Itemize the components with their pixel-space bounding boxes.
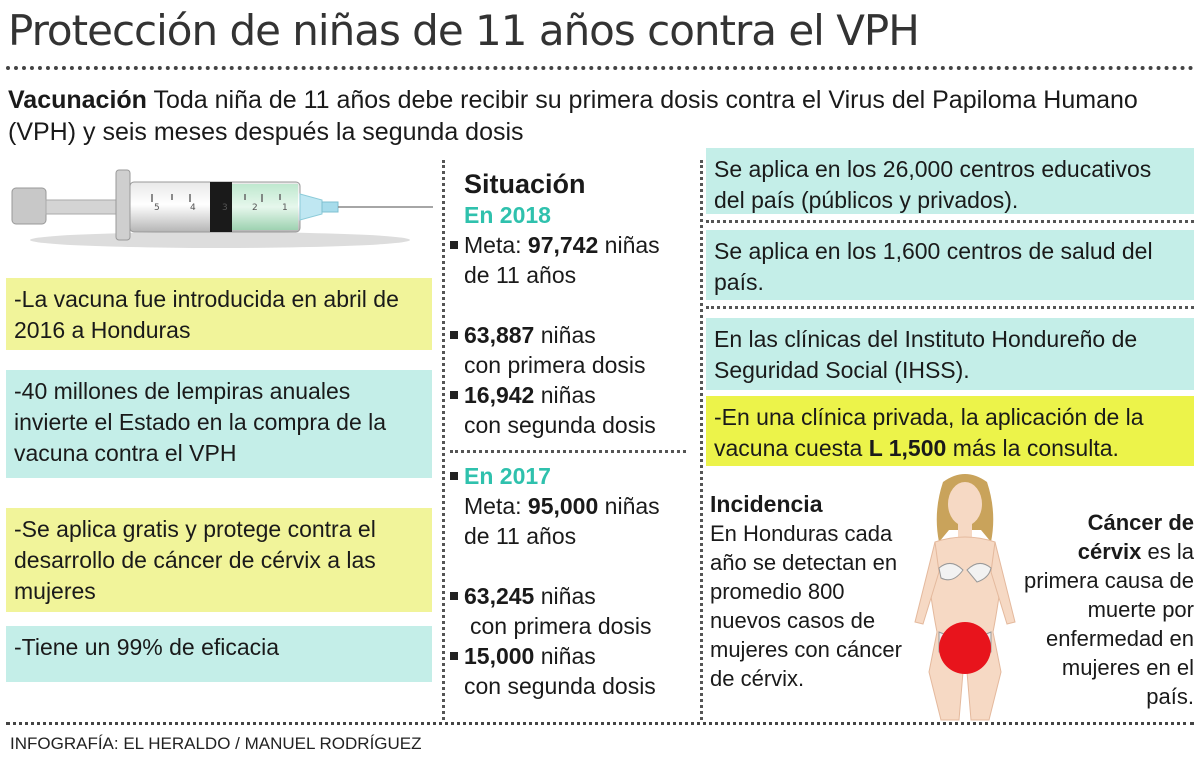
meta-2018: Meta: 97,742 niñas (450, 230, 698, 260)
cancer-block: Cáncer de cérvix es la primera causa de … (1020, 508, 1194, 711)
right-divider (706, 220, 1194, 223)
woman-figure-icon (914, 474, 1016, 721)
syringe-scale-label: 4 (190, 203, 196, 213)
syringe-icon: 5 4 3 2 1 (11, 169, 433, 248)
fact-efficacy: -Tiene un 99% de eficacia (6, 626, 432, 682)
incidence-heading: Incidencia (710, 491, 823, 517)
fact-free-protection: -Se aplica gratis y protege contra el de… (6, 508, 432, 612)
year-2017-row: En 2017 (450, 461, 698, 491)
right-divider (706, 306, 1194, 309)
year-2018-label: En 2018 (464, 202, 551, 228)
cervix-target-icon (939, 622, 991, 674)
incidence-block: Incidencia En Honduras cada año se detec… (710, 490, 910, 693)
year-divider (450, 450, 686, 453)
meta-2018-suffix: de 11 años (464, 262, 577, 288)
first-dose-2017: 63,245 niñas (450, 581, 698, 611)
credit-line: INFOGRAFÍA: EL HERALDO / MANUEL RODRÍGUE… (10, 734, 422, 753)
meta-2017: Meta: 95,000 niñas (464, 493, 660, 519)
fact-investment: -40 millones de lempiras anuales inviert… (6, 370, 432, 478)
cancer-text: es la primera causa de muerte por enferm… (1024, 539, 1194, 709)
column-divider (442, 160, 445, 720)
bottom-divider (6, 722, 1194, 725)
situation-heading: Situación (464, 169, 586, 199)
first-dose-2018: 63,887 niñas (450, 320, 698, 350)
cancer-lead: Cáncer de cérvix (1077, 510, 1194, 564)
syringe-scale-label: 2 (252, 203, 258, 213)
intro-lead: Vacunación (8, 86, 147, 114)
fact-ihss: En las clínicas del Instituto Hondureño … (706, 318, 1194, 390)
fact-private-clinic: -En una clínica privada, la aplicación d… (706, 396, 1194, 466)
first-dose-2018-suffix: con primera dosis (464, 352, 646, 378)
second-dose-2018-suffix: con segunda dosis (464, 412, 656, 438)
intro-text: Toda niña de 11 años debe recibir su pri… (8, 86, 1138, 146)
fact-health-centers: Se aplica en los 1,600 centros de salud … (706, 230, 1194, 300)
meta-2017-suffix: de 11 años (464, 523, 577, 549)
syringe-scale-label: 5 (154, 203, 160, 213)
column-divider (700, 160, 703, 720)
second-dose-2017: 15,000 niñas (450, 641, 698, 671)
fact-schools: Se aplica en los 26,000 centros educativ… (706, 148, 1194, 214)
syringe-scale-label: 1 (282, 203, 288, 213)
page-title: Protección de niñas de 11 años contra el… (8, 6, 920, 55)
incidence-text: En Honduras cada año se detectan en prom… (710, 521, 902, 691)
situation-column: Situación En 2018 Meta: 97,742 niñas de … (450, 168, 698, 701)
syringe-scale-label: 3 (222, 203, 228, 213)
fact-introduction: -La vacuna fue introducida en abril de 2… (6, 278, 432, 350)
intro-paragraph: Vacunación Toda niña de 11 años debe rec… (8, 84, 1168, 148)
title-divider (6, 66, 1194, 70)
first-dose-2017-suffix: con primera dosis (470, 613, 652, 639)
second-dose-2017-suffix: con segunda dosis (464, 673, 656, 699)
second-dose-2018: 16,942 niñas (450, 380, 698, 410)
